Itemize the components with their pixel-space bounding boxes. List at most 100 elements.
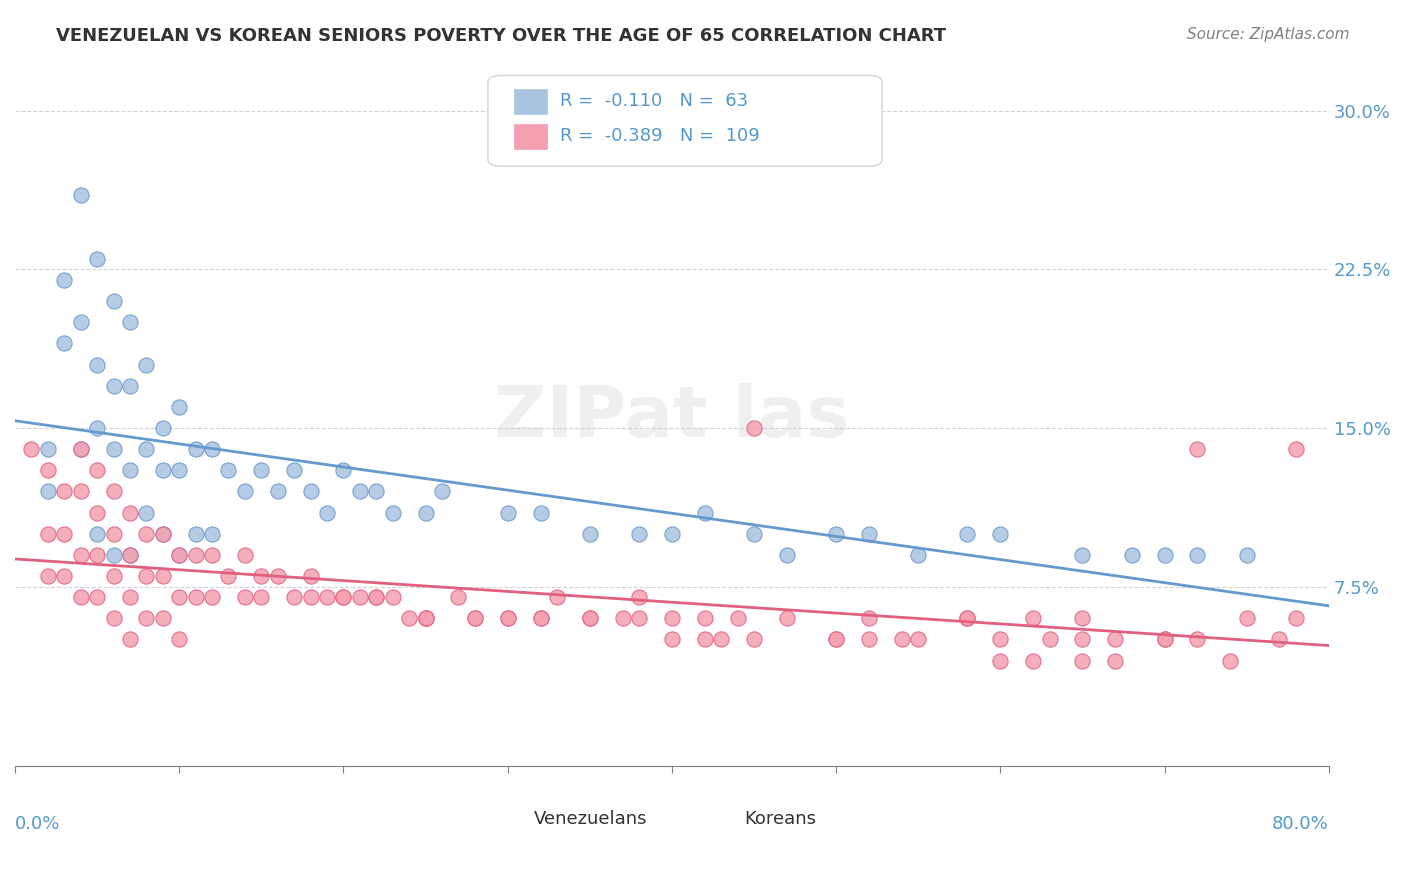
- Point: [398, 611, 420, 625]
- FancyBboxPatch shape: [488, 76, 882, 166]
- Point: [956, 611, 979, 625]
- Point: [415, 506, 437, 520]
- Point: [727, 611, 749, 625]
- Point: [529, 611, 551, 625]
- Point: [103, 294, 125, 309]
- Point: [118, 378, 141, 392]
- Point: [152, 421, 174, 435]
- Point: [69, 548, 91, 562]
- Point: [1071, 654, 1094, 668]
- Point: [135, 358, 157, 372]
- Point: [415, 611, 437, 625]
- Point: [1022, 611, 1045, 625]
- Point: [776, 611, 799, 625]
- Point: [53, 336, 76, 351]
- Point: [37, 569, 59, 583]
- Point: [152, 526, 174, 541]
- Point: [825, 526, 848, 541]
- Point: [167, 463, 190, 477]
- Point: [529, 506, 551, 520]
- Point: [184, 442, 207, 457]
- Text: R =  -0.389   N =  109: R = -0.389 N = 109: [560, 128, 761, 145]
- Point: [1121, 548, 1143, 562]
- Point: [858, 632, 880, 647]
- Point: [890, 632, 912, 647]
- Point: [1236, 548, 1258, 562]
- Point: [349, 590, 371, 604]
- Point: [956, 526, 979, 541]
- Point: [86, 526, 108, 541]
- Point: [37, 526, 59, 541]
- Point: [628, 526, 651, 541]
- Point: [103, 611, 125, 625]
- Point: [184, 526, 207, 541]
- Point: [283, 590, 305, 604]
- Text: Source: ZipAtlas.com: Source: ZipAtlas.com: [1187, 27, 1350, 42]
- Bar: [699, 808, 731, 830]
- Point: [742, 526, 765, 541]
- Point: [53, 569, 76, 583]
- Point: [218, 569, 240, 583]
- Point: [184, 590, 207, 604]
- Point: [529, 611, 551, 625]
- Point: [135, 526, 157, 541]
- Point: [776, 548, 799, 562]
- Point: [250, 463, 273, 477]
- Point: [1022, 654, 1045, 668]
- Point: [1187, 548, 1209, 562]
- Text: ZIPat las: ZIPat las: [495, 383, 849, 452]
- Point: [332, 463, 354, 477]
- Point: [578, 526, 600, 541]
- Point: [167, 548, 190, 562]
- Point: [988, 654, 1011, 668]
- Point: [103, 484, 125, 499]
- Point: [103, 378, 125, 392]
- Point: [1219, 654, 1241, 668]
- Point: [825, 632, 848, 647]
- Bar: [515, 124, 547, 149]
- Point: [118, 463, 141, 477]
- Point: [233, 484, 256, 499]
- Point: [53, 273, 76, 287]
- Point: [1187, 442, 1209, 457]
- Point: [496, 506, 519, 520]
- Point: [858, 526, 880, 541]
- Text: VENEZUELAN VS KOREAN SENIORS POVERTY OVER THE AGE OF 65 CORRELATION CHART: VENEZUELAN VS KOREAN SENIORS POVERTY OVE…: [56, 27, 946, 45]
- Point: [233, 590, 256, 604]
- Point: [366, 590, 388, 604]
- Point: [661, 632, 683, 647]
- Point: [103, 526, 125, 541]
- Point: [283, 463, 305, 477]
- Point: [201, 590, 224, 604]
- Point: [381, 506, 404, 520]
- Point: [1285, 611, 1308, 625]
- Point: [69, 442, 91, 457]
- Point: [742, 421, 765, 435]
- Point: [118, 548, 141, 562]
- Point: [86, 548, 108, 562]
- Point: [118, 315, 141, 329]
- Point: [135, 442, 157, 457]
- Point: [546, 590, 568, 604]
- Bar: [488, 808, 520, 830]
- Point: [167, 632, 190, 647]
- Point: [201, 442, 224, 457]
- Point: [233, 548, 256, 562]
- Point: [332, 590, 354, 604]
- Text: Venezuelans: Venezuelans: [534, 810, 647, 828]
- Point: [1236, 611, 1258, 625]
- Point: [152, 526, 174, 541]
- Text: R =  -0.110   N =  63: R = -0.110 N = 63: [560, 92, 748, 111]
- Point: [349, 484, 371, 499]
- Point: [1285, 442, 1308, 457]
- Point: [267, 569, 290, 583]
- Point: [366, 484, 388, 499]
- Point: [86, 506, 108, 520]
- Point: [1187, 632, 1209, 647]
- Point: [1153, 632, 1175, 647]
- Point: [53, 484, 76, 499]
- Point: [201, 526, 224, 541]
- Point: [825, 632, 848, 647]
- Point: [988, 526, 1011, 541]
- Point: [661, 611, 683, 625]
